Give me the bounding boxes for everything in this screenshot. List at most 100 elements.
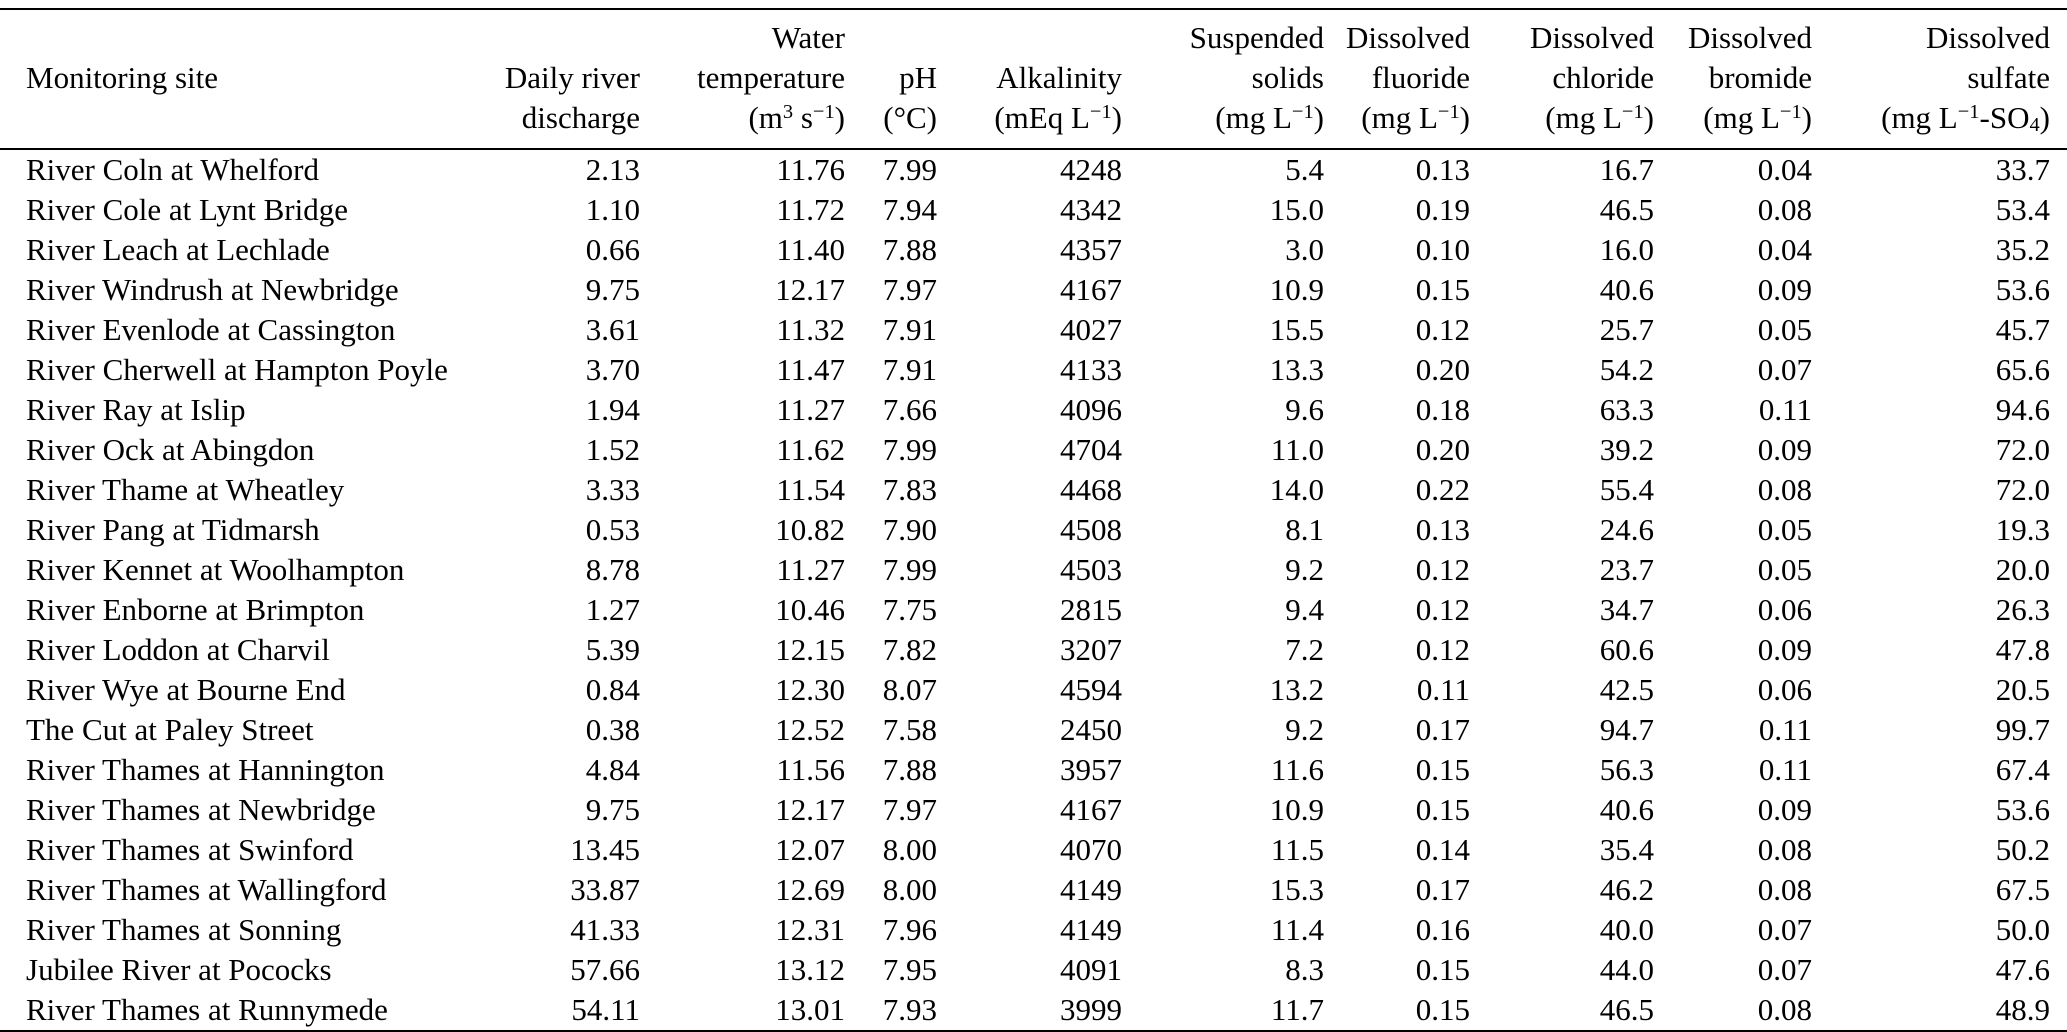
- monitoring-site-cell: River Cole at Lynt Bridge: [26, 192, 349, 227]
- header-col-dissolved-sulfate: Dissolved sulfate (mg L−1-SO4): [1812, 9, 2067, 149]
- dissolved-chloride-cell: 46.5: [1599, 192, 1654, 227]
- daily-river-discharge-cell: 41.33: [570, 912, 640, 947]
- water-temperature-cell: 12.31: [775, 912, 845, 947]
- dissolved-sulfate-cell: 67.5: [1995, 872, 2050, 907]
- header-line: sulfate: [1967, 60, 2050, 95]
- dissolved-fluoride-cell: 0.17: [1415, 712, 1470, 747]
- table-row: River Thames at Sonning 41.33 12.31 7.96 414…: [0, 910, 2067, 950]
- header-line: Monitoring site: [26, 60, 219, 95]
- header-line: Daily river: [504, 60, 640, 95]
- table-row: River Thame at Wheatley 3.33 11.54 7.83 4468…: [0, 470, 2067, 510]
- suspended-solids-cell: 9.4: [1285, 592, 1324, 627]
- alkalinity-cell: 4149: [1060, 912, 1122, 947]
- daily-river-discharge-cell: 5.39: [585, 632, 640, 667]
- header-line: Suspended: [1189, 20, 1324, 55]
- river-monitoring-table: Monitoring site Daily river discharge Wa…: [0, 8, 2067, 1032]
- header-line: Dissolved: [1346, 20, 1470, 55]
- alkalinity-cell: 4248: [1060, 152, 1122, 187]
- alkalinity-cell: 3999: [1060, 992, 1122, 1027]
- suspended-solids-cell: 15.3: [1269, 872, 1324, 907]
- water-temperature-cell: 13.01: [775, 992, 845, 1027]
- dissolved-bromide-cell: 0.11: [1758, 712, 1812, 747]
- ph-cell: 7.99: [882, 432, 937, 467]
- header-line: [26, 18, 465, 58]
- suspended-solids-cell: 10.9: [1269, 272, 1324, 307]
- dissolved-sulfate-cell: 47.6: [1995, 952, 2050, 987]
- dissolved-fluoride-cell: 0.10: [1415, 232, 1470, 267]
- alkalinity-cell: 4357: [1060, 232, 1122, 267]
- ph-cell: 7.95: [882, 952, 937, 987]
- suspended-solids-cell: 13.2: [1269, 672, 1324, 707]
- dissolved-bromide-cell: 0.04: [1757, 152, 1812, 187]
- alkalinity-cell: 4070: [1060, 832, 1122, 867]
- dissolved-sulfate-cell: 65.6: [1995, 352, 2050, 387]
- dissolved-sulfate-cell: 26.3: [1995, 592, 2050, 627]
- dissolved-fluoride-cell: 0.15: [1415, 792, 1470, 827]
- header-col-ph: pH (°C): [845, 9, 937, 149]
- table-row: River Leach at Lechlade 0.66 11.40 7.88 4357…: [0, 230, 2067, 270]
- header-line: bromide: [1708, 60, 1812, 95]
- table-row: River Thames at Runnymede 54.11 13.01 7.93 3…: [0, 990, 2067, 1031]
- dissolved-bromide-cell: 0.08: [1757, 832, 1812, 867]
- monitoring-site-cell: River Loddon at Charvil: [26, 632, 330, 667]
- dissolved-bromide-cell: 0.11: [1758, 752, 1812, 787]
- header-col-water-temperature: Water temperature (m3 s−1): [640, 9, 845, 149]
- alkalinity-cell: 4503: [1060, 552, 1122, 587]
- suspended-solids-cell: 9.6: [1285, 392, 1324, 427]
- daily-river-discharge-cell: 4.84: [585, 752, 640, 787]
- dissolved-bromide-cell: 0.05: [1757, 552, 1812, 587]
- alkalinity-cell: 4468: [1060, 472, 1122, 507]
- dissolved-bromide-cell: 0.09: [1757, 632, 1812, 667]
- monitoring-site-cell: River Thames at Sonning: [26, 912, 342, 947]
- daily-river-discharge-cell: 0.53: [585, 512, 640, 547]
- table-row: River Pang at Tidmarsh 0.53 10.82 7.90 4508 8…: [0, 510, 2067, 550]
- monitoring-site-cell: River Enborne at Brimpton: [26, 592, 365, 627]
- dissolved-fluoride-cell: 0.14: [1415, 832, 1470, 867]
- dissolved-chloride-cell: 46.5: [1599, 992, 1654, 1027]
- table-row: River Thames at Swinford 13.45 12.07 8.00 40…: [0, 830, 2067, 870]
- water-temperature-cell: 12.69: [775, 872, 845, 907]
- header-line: [26, 98, 465, 138]
- alkalinity-cell: 4167: [1060, 792, 1122, 827]
- ph-cell: 7.97: [882, 792, 937, 827]
- header-line: fluoride: [1371, 60, 1470, 95]
- alkalinity-cell: 2815: [1060, 592, 1122, 627]
- paper-page: Monitoring site Daily river discharge Wa…: [0, 8, 2067, 1032]
- monitoring-site-cell: River Evenlode at Cassington: [26, 312, 396, 347]
- dissolved-fluoride-cell: 0.18: [1415, 392, 1470, 427]
- water-temperature-cell: 12.17: [775, 272, 845, 307]
- suspended-solids-cell: 10.9: [1269, 792, 1324, 827]
- dissolved-sulfate-cell: 99.7: [1995, 712, 2050, 747]
- monitoring-site-cell: River Thames at Hannington: [26, 752, 385, 787]
- ph-cell: 7.97: [882, 272, 937, 307]
- dissolved-chloride-cell: 25.7: [1599, 312, 1654, 347]
- header-line: Dissolved: [1688, 20, 1812, 55]
- dissolved-sulfate-cell: 53.6: [1995, 792, 2050, 827]
- alkalinity-cell: 4133: [1060, 352, 1122, 387]
- dissolved-bromide-cell: 0.06: [1757, 672, 1812, 707]
- dissolved-bromide-cell: 0.09: [1757, 792, 1812, 827]
- dissolved-sulfate-cell: 53.6: [1995, 272, 2050, 307]
- daily-river-discharge-cell: 0.66: [585, 232, 640, 267]
- daily-river-discharge-cell: 9.75: [585, 792, 640, 827]
- dissolved-bromide-cell: 0.08: [1757, 192, 1812, 227]
- daily-river-discharge-cell: 3.33: [585, 472, 640, 507]
- ph-cell: 7.88: [882, 232, 937, 267]
- dissolved-fluoride-cell: 0.11: [1416, 672, 1470, 707]
- monitoring-site-cell: River Ray at Islip: [26, 392, 246, 427]
- header-col-dissolved-fluoride: Dissolved fluoride (mg L−1): [1324, 9, 1470, 149]
- dissolved-chloride-cell: 40.6: [1599, 272, 1654, 307]
- water-temperature-cell: 11.62: [776, 432, 845, 467]
- daily-river-discharge-cell: 54.11: [571, 992, 640, 1027]
- table-row: River Windrush at Newbridge 9.75 12.17 7.97…: [0, 270, 2067, 310]
- dissolved-bromide-cell: 0.11: [1758, 392, 1812, 427]
- daily-river-discharge-cell: 1.10: [585, 192, 640, 227]
- ph-cell: 7.99: [882, 552, 937, 587]
- header-line: (mEq L−1): [994, 100, 1122, 135]
- daily-river-discharge-cell: 1.52: [585, 432, 640, 467]
- dissolved-fluoride-cell: 0.20: [1415, 352, 1470, 387]
- monitoring-site-cell: River Leach at Lechlade: [26, 232, 330, 267]
- dissolved-chloride-cell: 40.0: [1599, 912, 1654, 947]
- dissolved-sulfate-cell: 53.4: [1995, 192, 2050, 227]
- dissolved-bromide-cell: 0.09: [1757, 432, 1812, 467]
